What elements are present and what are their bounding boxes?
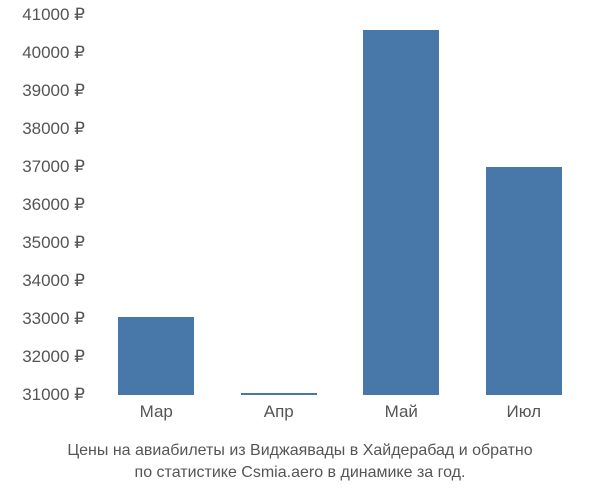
caption-line2: по статистике Csmia.aero в динамике за г… [10,462,590,484]
bar [118,317,194,395]
y-axis-label: 37000 ₽ [22,157,85,177]
y-axis-label: 32000 ₽ [22,347,85,367]
y-axis-label: 36000 ₽ [22,195,85,215]
x-axis-label: Май [385,402,418,422]
price-chart: 41000 ₽ 40000 ₽ 39000 ₽ 38000 ₽ 37000 ₽ 36000… [0,0,600,500]
x-axis-label: Июл [506,402,541,422]
y-axis-label: 35000 ₽ [22,233,85,253]
bar [486,167,562,395]
y-axis-label: 39000 ₽ [22,81,85,101]
y-axis-label: 40000 ₽ [22,43,85,63]
x-axis-label: Мар [140,402,173,422]
y-axis: 41000 ₽40000 ₽39000 ₽38000 ₽37000 ₽36000… [0,15,90,395]
bar [241,393,317,395]
y-axis-label: 38000 ₽ [22,119,85,139]
bar [363,30,439,395]
y-axis-label: 31000 ₽ [22,385,85,405]
caption-line1: Цены на авиабилеты из Виджаявады в Хайде… [10,440,590,462]
bars-area [95,15,585,395]
y-axis-label: 33000 ₽ [22,309,85,329]
y-axis-label: 41000 ₽ [22,5,85,25]
y-axis-label: 34000 ₽ [22,271,85,291]
chart-caption: Цены на авиабилеты из Виджаявады в Хайде… [0,440,600,483]
x-axis: Мар Апр Май Июл [95,400,585,430]
x-axis-label: Апр [264,402,294,422]
plot-area [95,15,585,395]
